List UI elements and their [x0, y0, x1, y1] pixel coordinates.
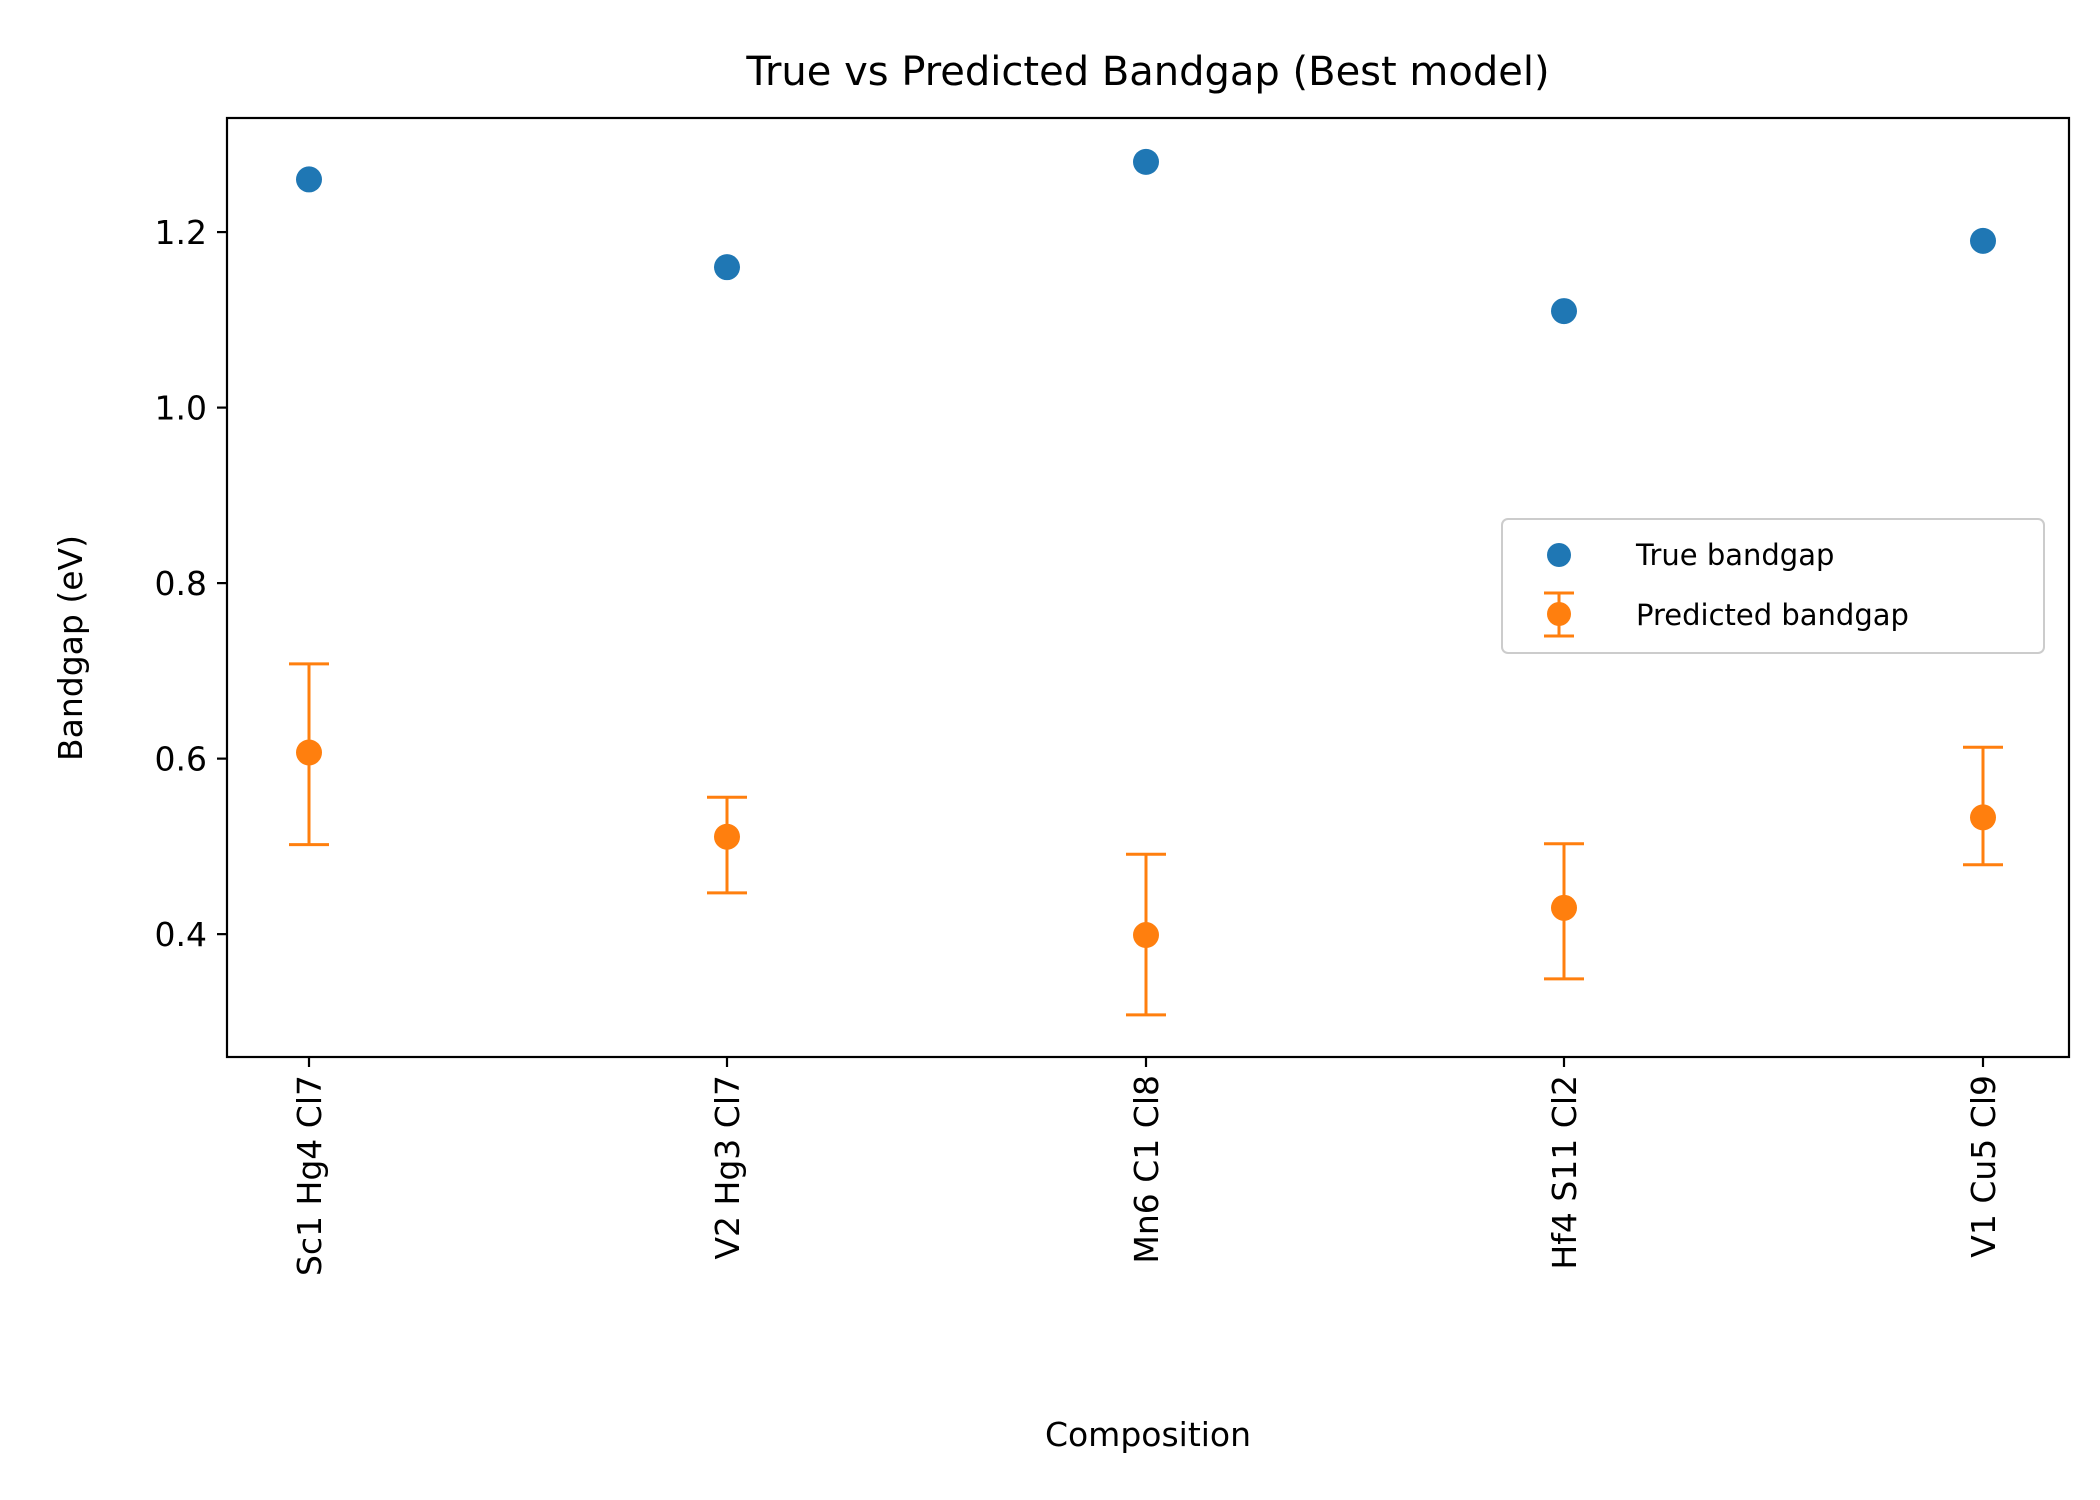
predicted-bandgap-point	[1133, 922, 1159, 949]
predicted-bandgap-point	[1970, 804, 1996, 831]
true-bandgap-point	[714, 254, 740, 281]
legend-true-label: True bandgap	[1635, 538, 1834, 572]
true-bandgap-point	[296, 166, 322, 193]
y-tick-label: 0.6	[155, 740, 207, 779]
legend-true-marker	[1547, 543, 1571, 567]
y-tick-label: 1.2	[155, 213, 207, 252]
predicted-bandgap-point	[714, 823, 740, 850]
x-tick-label: Sc1 Hg4 Cl7	[290, 1075, 329, 1276]
y-tick-label: 1.0	[155, 389, 207, 428]
legend-predicted-dot	[1547, 602, 1571, 626]
true-bandgap-point	[1970, 227, 1996, 254]
plot-area-frame	[225, 116, 2071, 1059]
y-tick-label: 0.8	[155, 564, 207, 603]
plot-marks	[289, 148, 2003, 1017]
true-bandgap-point	[1133, 148, 1159, 175]
predicted-bandgap-point	[1551, 894, 1577, 921]
x-axis-label: Composition	[1045, 1415, 1251, 1454]
true-bandgap-point	[1551, 298, 1577, 325]
legend-predicted-label: Predicted bandgap	[1636, 598, 1909, 632]
chart-title: True vs Predicted Bandgap (Best model)	[745, 49, 1549, 95]
x-tick-label: Hf4 S11 Cl2	[1545, 1075, 1584, 1270]
x-tick-label: Mn6 C1 Cl8	[1127, 1075, 1166, 1264]
y-axis-label: Bandgap (eV)	[51, 535, 90, 761]
x-axis: Sc1 Hg4 Cl7 V2 Hg3 Cl7 Mn6 C1 Cl8 Hf4 S11 C…	[290, 1057, 2003, 1276]
y-axis: 0.4 0.6 0.8 1.0 1.2	[155, 213, 227, 954]
legend-frame	[1501, 518, 2045, 654]
y-tick-label: 0.4	[155, 915, 207, 954]
x-tick-label: V2 Hg3 Cl7	[708, 1075, 747, 1260]
predicted-bandgap-point	[296, 739, 322, 766]
x-tick-label: V1 Cu5 Cl9	[1964, 1075, 2003, 1258]
legend: True bandgap Predicted bandgap	[1501, 518, 2045, 654]
